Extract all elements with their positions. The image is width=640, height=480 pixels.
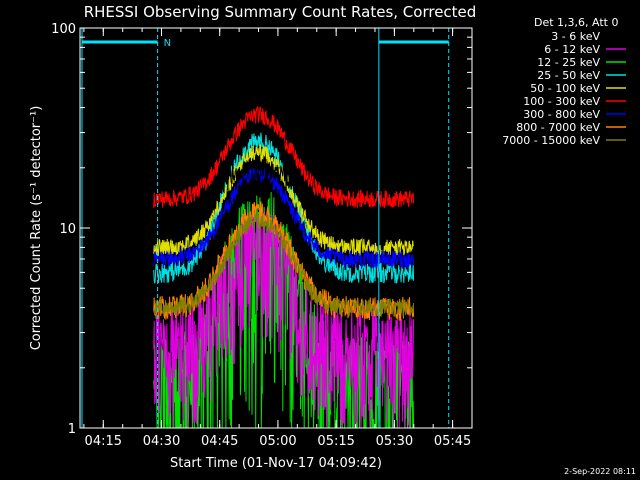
- legend-label: 800 - 7000 keV: [516, 121, 600, 134]
- series-line: [153, 164, 415, 270]
- y-tick-label: 10: [59, 222, 76, 237]
- x-axis-label: Start Time (01-Nov-17 04:09:42): [170, 456, 382, 471]
- series-line: [153, 144, 414, 257]
- legend-item: 3 - 6 keV: [551, 30, 626, 43]
- chart-title: RHESSI Observing Summary Count Rates, Co…: [84, 3, 477, 21]
- legend-label: 50 - 100 keV: [530, 82, 600, 95]
- legend-item: 7000 - 15000 keV: [502, 134, 626, 147]
- legend-item: 12 - 25 keV: [537, 56, 626, 69]
- legend-label: 12 - 25 keV: [537, 56, 600, 69]
- x-tick-label: 04:15: [85, 434, 122, 449]
- x-tick-label: 04:30: [143, 434, 180, 449]
- x-tick-label: 05:15: [317, 434, 354, 449]
- axis-layer: 04:15 04:30 04:45 05:00 05:15 05:30 05:45 1 10 10…: [51, 22, 473, 449]
- legend-label: 3 - 6 keV: [551, 30, 600, 43]
- x-tick-label: 05:45: [434, 434, 471, 449]
- x-tick-label: 05:00: [259, 434, 296, 449]
- series-line: [153, 106, 415, 209]
- legend-label: 7000 - 15000 keV: [502, 134, 600, 147]
- y-tick-label: 1: [68, 422, 76, 437]
- legend-label: 300 - 800 keV: [523, 108, 600, 121]
- legend-item: 25 - 50 keV: [537, 69, 626, 82]
- legend-item: 800 - 7000 keV: [516, 121, 626, 134]
- series-line: [153, 211, 415, 318]
- footer-date: 2-Sep-2022 08:11: [564, 467, 636, 476]
- legend-label: 6 - 12 keV: [544, 43, 600, 56]
- night-marker-label: N: [164, 38, 171, 49]
- legend-label: 25 - 50 keV: [537, 69, 600, 82]
- y-tick-label: 100: [51, 22, 76, 37]
- x-tick-label: 04:45: [201, 434, 238, 449]
- annotation-layer: N: [81, 28, 450, 428]
- legend-item: 100 - 300 keV: [523, 95, 626, 108]
- legend-title: Det 1,3,6, Att 0: [534, 16, 618, 29]
- legend-item: 50 - 100 keV: [530, 82, 626, 95]
- legend-label: 100 - 300 keV: [523, 95, 600, 108]
- legend-item: 300 - 800 keV: [523, 108, 626, 121]
- series-layer: [153, 106, 415, 429]
- x-tick-label: 05:30: [376, 434, 413, 449]
- y-axis-label: Corrected Count Rate (s⁻¹ detector⁻¹): [29, 106, 44, 351]
- legend-item: 6 - 12 keV: [544, 43, 626, 56]
